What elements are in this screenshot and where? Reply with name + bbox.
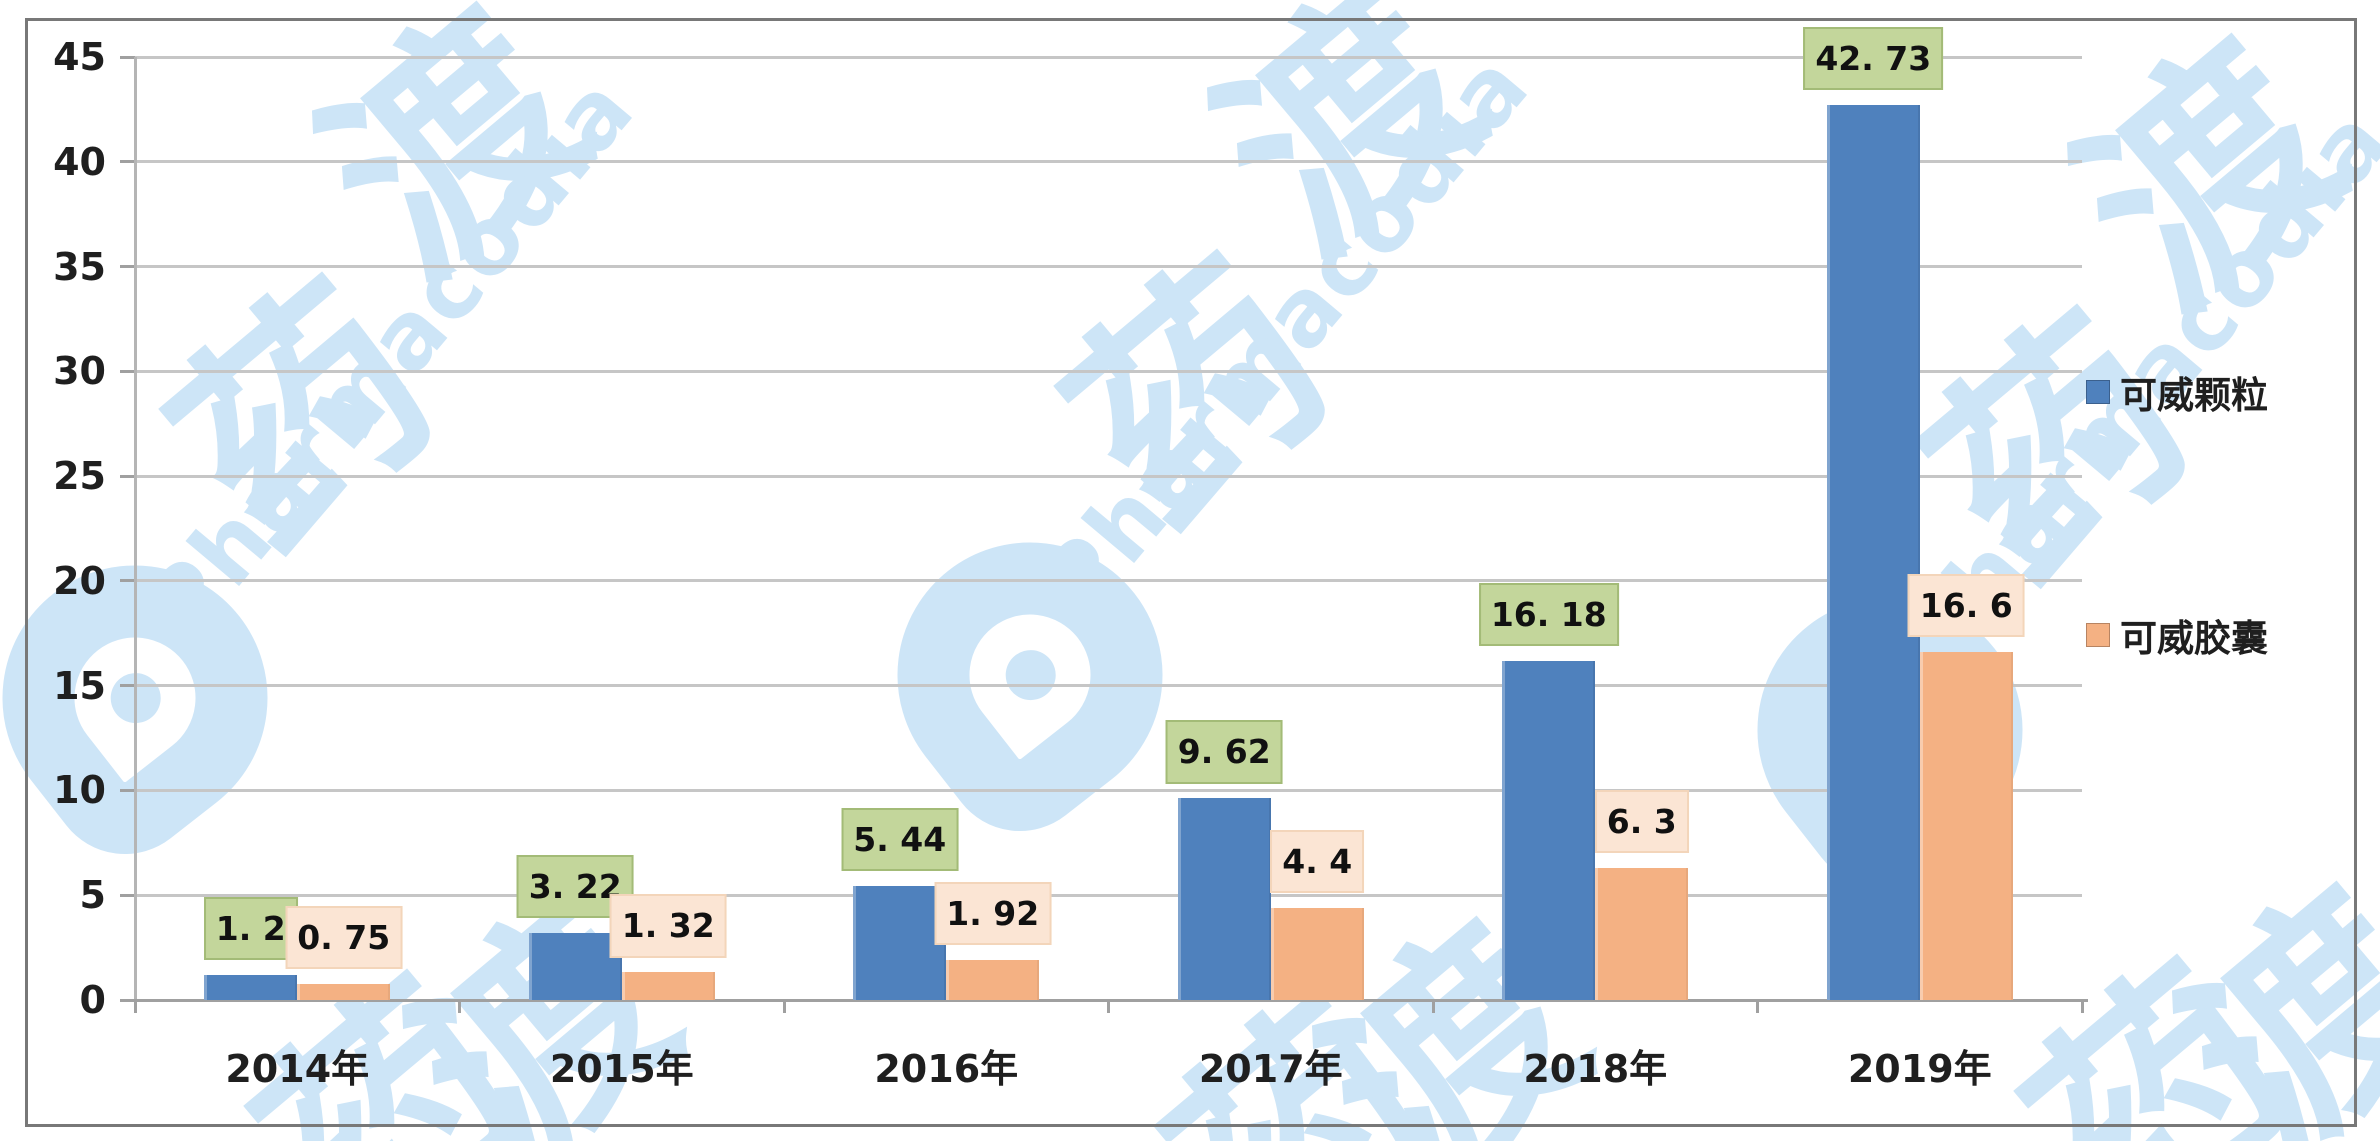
- y-axis-tick-label: 15: [53, 663, 106, 708]
- y-gridline: [135, 160, 2082, 164]
- bar-granules: [853, 886, 947, 1000]
- x-tick-mark: [458, 1000, 461, 1013]
- y-axis-tick-label: 40: [53, 139, 106, 184]
- y-axis-tick-label: 30: [53, 349, 106, 394]
- x-tick-mark: [133, 1000, 137, 1013]
- x-axis-category-label: 2019年: [1847, 1047, 1992, 1091]
- bar-capsules: [1919, 652, 2013, 1000]
- bar-capsules: [1595, 867, 1689, 1000]
- bar-granules: [204, 974, 298, 1000]
- y-tick-mark: [120, 684, 135, 688]
- y-tick-mark: [120, 55, 135, 59]
- y-tick-mark: [120, 160, 135, 164]
- bar-capsules: [1270, 907, 1364, 1000]
- x-axis-category-label: 2018年: [1523, 1047, 1668, 1091]
- y-axis-tick-label: 35: [53, 244, 106, 289]
- data-label-granules: 42. 73: [1803, 26, 1944, 90]
- legend-swatch-blue: [2086, 380, 2110, 404]
- y-axis-tick-label: 45: [53, 35, 106, 79]
- x-tick-mark: [782, 1000, 786, 1013]
- chart-frame: [25, 18, 2357, 1127]
- legend-swatch-orange: [2086, 623, 2110, 647]
- x-tick-mark: [1107, 1000, 1110, 1013]
- bar-capsules: [946, 959, 1040, 1000]
- y-axis-tick-label: 20: [53, 558, 106, 603]
- y-axis-tick-label: 5: [79, 873, 106, 918]
- y-gridline: [135, 788, 2082, 792]
- x-axis-category-label: 2017年: [1198, 1047, 1343, 1091]
- y-tick-mark: [120, 998, 135, 1002]
- y-gridline: [135, 265, 2082, 269]
- data-label-granules: 16. 18: [1478, 582, 1619, 647]
- data-label-capsules: 0. 75: [285, 906, 403, 970]
- y-tick-mark: [120, 265, 135, 269]
- y-axis-tick-label: 25: [53, 454, 106, 499]
- y-tick-mark: [120, 893, 135, 897]
- y-tick-mark: [120, 369, 135, 373]
- data-label-capsules: 1. 32: [609, 894, 727, 958]
- y-gridline: [135, 579, 2082, 583]
- legend-item-kewei-capsules: 可威胶囊: [2086, 613, 2268, 660]
- y-tick-mark: [120, 474, 135, 478]
- data-label-capsules: 4. 4: [1270, 829, 1365, 893]
- bar-capsules: [621, 972, 715, 1000]
- y-gridline: [135, 369, 2082, 373]
- x-axis-category-label: 2015年: [549, 1047, 694, 1091]
- x-axis-category-label: 2014年: [225, 1047, 370, 1091]
- data-label-granules: 9. 62: [1165, 720, 1283, 784]
- y-tick-mark: [120, 788, 135, 792]
- bar-granules: [1177, 798, 1271, 1000]
- bar-granules: [528, 932, 622, 1000]
- legend-label-kewei-granules: 可威颗粒: [2120, 374, 2268, 417]
- x-tick-mark: [1756, 1000, 1759, 1013]
- y-axis-tick-label: 10: [53, 768, 106, 813]
- data-label-granules: 1. 2: [203, 896, 298, 961]
- x-axis-line: [133, 998, 2088, 1002]
- x-axis-category-label: 2016年: [874, 1047, 1019, 1091]
- y-gridline: [135, 474, 2082, 478]
- x-tick-mark: [2080, 1000, 2084, 1013]
- data-label-granules: 5. 44: [841, 808, 959, 872]
- legend-label-kewei-capsules: 可威胶囊: [2120, 617, 2268, 660]
- y-gridline: [135, 684, 2082, 688]
- data-label-capsules: 1. 92: [934, 881, 1052, 945]
- data-label-capsules: 16. 6: [1907, 574, 2025, 638]
- y-axis-tick-label: 0: [79, 978, 106, 1022]
- legend-item-kewei-granules: 可威颗粒: [2086, 370, 2268, 417]
- bar-capsules: [297, 984, 391, 1000]
- y-gridline: [135, 55, 2082, 59]
- bar-granules: [1502, 660, 1596, 1000]
- y-axis-line: [134, 57, 137, 1002]
- bar-granules: [1826, 104, 1920, 1000]
- data-label-capsules: 6. 3: [1594, 789, 1689, 854]
- y-tick-mark: [120, 579, 135, 583]
- y-gridline: [135, 893, 2082, 897]
- x-tick-mark: [1431, 1000, 1435, 1013]
